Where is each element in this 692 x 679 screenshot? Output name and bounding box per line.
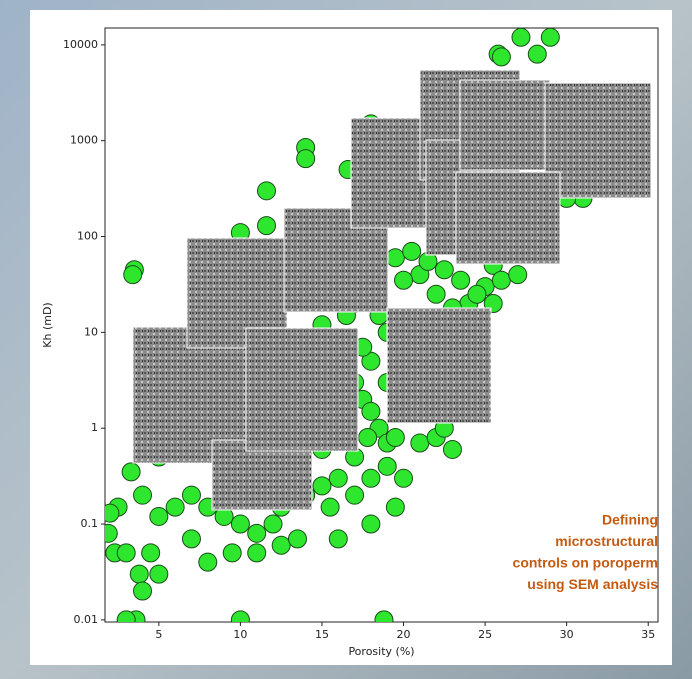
- annotation-line: controls on poroperm: [513, 555, 658, 571]
- point: [509, 266, 527, 284]
- point: [223, 544, 241, 562]
- annotation-line: using SEM analysis: [527, 576, 658, 592]
- point: [257, 182, 275, 200]
- x-tick-label: 30: [560, 628, 574, 641]
- y-tick-label: 0.1: [81, 517, 99, 530]
- point: [124, 266, 142, 284]
- point: [134, 486, 152, 504]
- chart: 5 10 15 20 25 30 35 0.01 0.1 1 10 100 1000 10000 Poros…: [0, 0, 692, 679]
- y-tick-label: 100: [77, 230, 98, 243]
- x-tick-label: 15: [315, 628, 329, 641]
- point: [359, 428, 377, 446]
- point: [134, 582, 152, 600]
- point: [182, 530, 200, 548]
- point: [248, 524, 266, 542]
- point: [182, 486, 200, 504]
- point: [435, 261, 453, 279]
- point: [117, 544, 135, 562]
- point: [362, 402, 380, 420]
- x-tick-label: 35: [641, 628, 655, 641]
- x-tick-label: 10: [233, 628, 247, 641]
- y-tick-label: 10000: [63, 38, 98, 51]
- point: [403, 242, 421, 260]
- annotation-line: microstructural: [555, 533, 658, 549]
- point: [329, 469, 347, 487]
- point: [512, 28, 530, 46]
- point: [346, 486, 364, 504]
- point: [395, 469, 413, 487]
- point: [142, 544, 160, 562]
- point: [411, 434, 429, 452]
- point: [492, 271, 510, 289]
- x-tick-label: 25: [478, 628, 492, 641]
- sem-image: [387, 308, 491, 423]
- point: [329, 530, 347, 548]
- y-tick-label: 1000: [70, 134, 98, 147]
- annotation-line: Defining: [602, 512, 658, 528]
- sem-image: [460, 80, 550, 170]
- point: [130, 565, 148, 583]
- point: [362, 469, 380, 487]
- point: [297, 150, 315, 168]
- point: [386, 249, 404, 267]
- point: [257, 217, 275, 235]
- point: [150, 507, 168, 525]
- point: [386, 428, 404, 446]
- point: [231, 515, 249, 533]
- point: [122, 463, 140, 481]
- point: [528, 45, 546, 63]
- x-axis-label: Porosity (%): [348, 645, 414, 658]
- point: [288, 530, 306, 548]
- x-tick-label: 5: [155, 628, 162, 641]
- y-tick-label: 10: [84, 325, 98, 338]
- point: [541, 28, 559, 46]
- point: [386, 498, 404, 516]
- sem-image: [456, 172, 560, 264]
- sem-image: [351, 118, 427, 228]
- y-tick-label: 0.01: [74, 613, 99, 626]
- point: [452, 271, 470, 289]
- point: [321, 498, 339, 516]
- x-tick-label: 20: [397, 628, 411, 641]
- point: [378, 457, 396, 475]
- point: [427, 285, 445, 303]
- point: [272, 536, 290, 554]
- point: [264, 515, 282, 533]
- y-axis-label: Kh (mD): [41, 302, 54, 347]
- y-tick-label: 1: [91, 421, 98, 434]
- point: [150, 565, 168, 583]
- point: [468, 285, 486, 303]
- point: [492, 48, 510, 66]
- point: [248, 544, 266, 562]
- point: [395, 271, 413, 289]
- point: [313, 477, 331, 495]
- point: [199, 553, 217, 571]
- point: [362, 515, 380, 533]
- point: [166, 498, 184, 516]
- point: [443, 440, 461, 458]
- sem-image: [246, 328, 358, 451]
- sem-image: [545, 83, 651, 198]
